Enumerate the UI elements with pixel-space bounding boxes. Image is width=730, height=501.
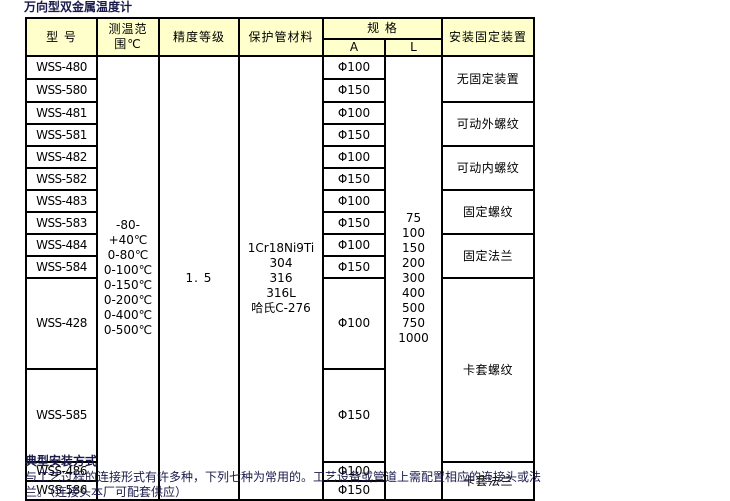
table-row: WSS-584 Φ150	[25, 255, 534, 279]
cell-spec-a: Φ150	[322, 123, 386, 147]
page-title: 万向型双金属温度计	[24, 0, 133, 14]
cell-spec-a: Φ100	[322, 189, 386, 213]
cell-spec-a: Φ100	[322, 101, 386, 125]
table-row: WSS-484 Φ100 固定法兰	[25, 233, 535, 279]
cell-spec-a: Φ150	[322, 368, 386, 463]
cell-mounting: 无固定装置	[441, 55, 535, 103]
cell-material: 1Cr18Ni9Ti 304 316 316L 哈氏C-276	[238, 55, 324, 501]
cell-model: WSS-428	[25, 277, 98, 370]
cell-accuracy: 1. 5	[158, 55, 240, 501]
cell-model: WSS-483	[25, 189, 98, 213]
cell-spec-l: 75 100 150 200 300 400 500 750 1000	[384, 55, 443, 501]
specification-table: 型 号 测温范围℃ 精度等级 保护管材料 规 格 安装固定装置 A L WSS-…	[25, 17, 535, 501]
cell-model: WSS-481	[25, 101, 98, 125]
cell-mounting: 可动外螺纹	[441, 101, 535, 147]
table-row: WSS-480 -80-+40℃ 0-80℃ 0-100℃ 0-150℃ 0-2…	[25, 55, 535, 501]
cell-model: WSS-580	[25, 78, 98, 103]
table-row: WSS-482 Φ100 可动内螺纹	[25, 145, 535, 191]
cell-spec-a: Φ100	[322, 277, 386, 370]
cell-spec-a: Φ100	[322, 145, 386, 169]
cell-model: WSS-480	[25, 55, 98, 80]
table-row: WSS-483 Φ100 固定螺纹	[25, 189, 535, 235]
cell-model: WSS-582	[25, 167, 98, 191]
cell-model: WSS-484	[25, 233, 98, 257]
cell-spec-a: Φ150	[322, 78, 386, 103]
cell-model: WSS-584	[25, 255, 98, 279]
cell-spec-a: Φ100	[322, 55, 386, 80]
cell-model: WSS-482	[25, 145, 98, 169]
table-row: WSS-585 Φ150	[25, 368, 534, 463]
header-row-2: A L	[26, 38, 534, 57]
cell-model: WSS-583	[25, 211, 98, 235]
cell-spec-a: Φ150	[322, 167, 386, 191]
header-spec-a: A	[322, 38, 386, 57]
footer-line-2: 兰。（连接头本厂可配套供应）	[25, 485, 188, 499]
table-head: 型 号 测温范围℃ 精度等级 保护管材料 规 格 安装固定装置 A L	[25, 17, 535, 57]
header-accuracy-grade: 精度等级	[158, 17, 240, 57]
header-tube-material: 保护管材料	[238, 17, 324, 57]
header-mounting-device: 安装固定装置	[441, 17, 535, 57]
header-model: 型 号	[25, 17, 98, 57]
footer-note: 典型安装方式 与工艺过程的连接形式有许多种，下列七种为常用的。工艺设备或管道上需…	[25, 454, 570, 500]
cell-mounting: 卡套法兰	[441, 461, 535, 501]
table-row: WSS-481 Φ100 可动外螺纹	[25, 101, 535, 147]
table-row: WSS-486 Φ100 卡套法兰	[25, 461, 535, 501]
cell-mounting: 可动内螺纹	[441, 145, 535, 191]
cell-mounting: 卡套螺纹	[441, 277, 535, 463]
cell-mounting: 固定法兰	[441, 233, 535, 279]
cell-spec-a: Φ150	[322, 211, 386, 235]
cell-model: WSS-581	[25, 123, 98, 147]
cell-mounting: 固定螺纹	[441, 189, 535, 235]
cell-spec-a: Φ100	[322, 461, 386, 482]
table-row: WSS-582 Φ150	[25, 167, 534, 191]
header-specification: 规 格	[322, 17, 443, 40]
cell-model: WSS-486	[25, 461, 98, 482]
header-spec-l: L	[384, 38, 443, 57]
cell-spec-a: Φ150	[322, 255, 386, 279]
cell-model: WSS-585	[25, 368, 98, 463]
table-row: WSS-581 Φ150	[25, 123, 534, 147]
table-body: WSS-480 -80-+40℃ 0-80℃ 0-100℃ 0-150℃ 0-2…	[25, 55, 535, 501]
table-row: WSS-580 Φ150	[25, 78, 534, 103]
table-row: WSS-428 Φ100 卡套螺纹	[25, 277, 535, 463]
footer-line-1: 与工艺过程的连接形式有许多种，下列七种为常用的。工艺设备或管道上需配置相应的连接…	[25, 470, 542, 484]
header-row-1: 型 号 测温范围℃ 精度等级 保护管材料 规 格 安装固定装置	[25, 17, 535, 57]
footer-heading: 典型安装方式	[25, 454, 98, 468]
cell-temperature-range: -80-+40℃ 0-80℃ 0-100℃ 0-150℃ 0-200℃ 0-40…	[96, 55, 160, 501]
table-row: WSS-583 Φ150	[25, 211, 534, 235]
cell-spec-a: Φ100	[322, 233, 386, 257]
header-temperature-range: 测温范围℃	[96, 17, 160, 57]
